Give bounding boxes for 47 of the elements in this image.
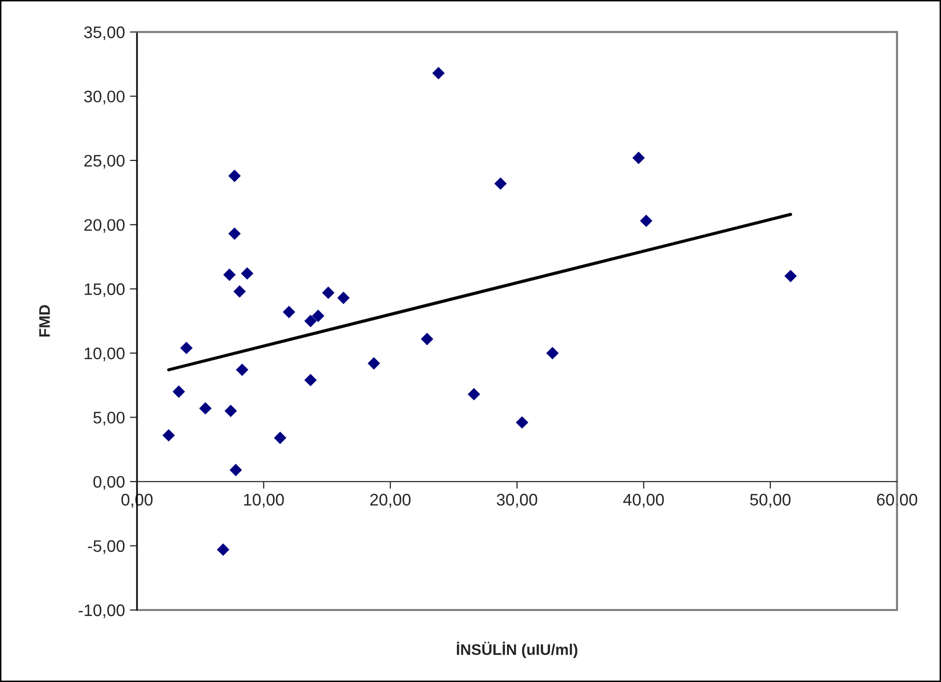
y-tick-label: 30,00 [84, 90, 125, 104]
point [162, 429, 175, 442]
point [282, 306, 296, 318]
point [640, 214, 652, 228]
y-tick-label: -10,00 [78, 604, 125, 618]
y-tick-label: 10,00 [84, 348, 125, 362]
point [337, 292, 350, 304]
y-tick-label: 0,00 [93, 476, 125, 490]
x-tick-label: 10,00 [244, 494, 284, 508]
x-axis-title: İNSÜLİN (uIU/ml) [456, 642, 578, 658]
point [274, 432, 286, 444]
point [432, 66, 445, 80]
point [224, 404, 237, 418]
point [312, 310, 324, 322]
point [172, 385, 186, 398]
y-tick-label: 20,00 [84, 219, 125, 233]
x-tick-label: 50,00 [750, 494, 791, 508]
point [516, 416, 528, 429]
point [322, 286, 334, 299]
point [230, 464, 242, 476]
point [233, 285, 246, 298]
point [304, 374, 317, 386]
point [784, 270, 797, 282]
point [468, 388, 480, 400]
x-tick-label: 30,00 [496, 494, 538, 508]
point [199, 402, 212, 415]
x-tick-label: 20,00 [370, 494, 411, 508]
y-axis-title: FMD [39, 305, 50, 337]
point [216, 543, 230, 556]
point [228, 227, 241, 240]
point [546, 346, 559, 360]
y-tick-label: -5,00 [88, 540, 125, 554]
point [304, 314, 317, 328]
y-tick-label: 25,00 [84, 154, 125, 169]
point [240, 267, 254, 280]
y-tick-label: 15,00 [84, 283, 125, 298]
point [420, 332, 434, 346]
point [228, 170, 241, 182]
point [494, 177, 507, 190]
y-tick-label: 5,00 [93, 412, 125, 426]
x-tick-label: 40,00 [623, 494, 664, 508]
y-tick-label: 35,00 [84, 26, 125, 40]
point [236, 364, 248, 376]
point [223, 268, 236, 281]
point [368, 357, 380, 370]
point [632, 152, 645, 164]
point [180, 342, 193, 354]
